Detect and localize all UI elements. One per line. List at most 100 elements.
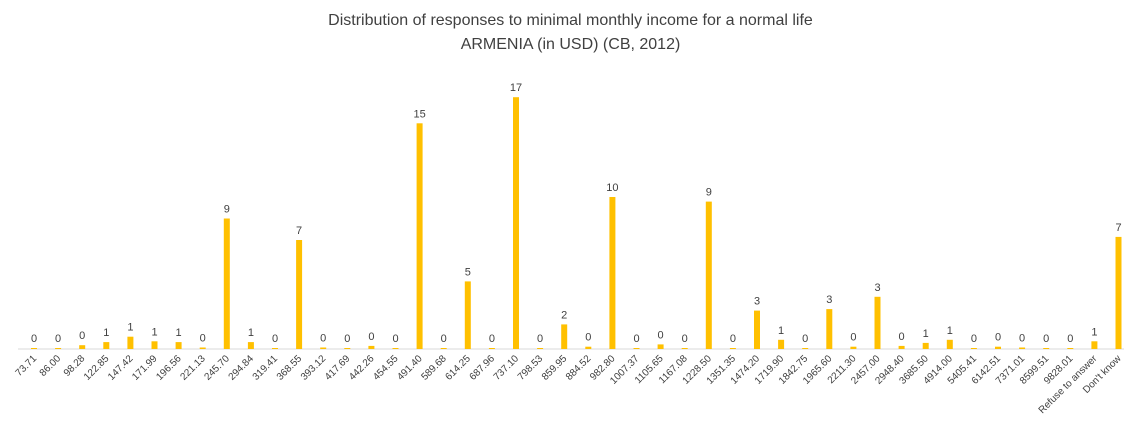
x-tick-label: 884.52 (564, 353, 594, 383)
data-label: 0 (658, 329, 664, 341)
data-label: 1 (947, 325, 953, 337)
data-label: 1 (778, 325, 784, 337)
x-tick-label: 196.56 (154, 353, 184, 383)
data-label: 7 (1115, 222, 1121, 234)
bar (79, 345, 86, 349)
x-tick-label: 294.84 (227, 353, 257, 383)
data-label: 0 (633, 333, 639, 345)
data-label: 17 (510, 82, 522, 94)
data-label: 0 (802, 333, 808, 345)
data-label: 0 (392, 333, 398, 345)
bar (199, 347, 206, 349)
bar (272, 348, 278, 349)
bar (1091, 341, 1098, 349)
x-tick-label: 417.69 (323, 353, 353, 383)
x-tick-label: 147.42 (106, 353, 136, 383)
data-label: 5 (465, 266, 471, 278)
chart-subtitle: ARMENIA (in USD) (CB, 2012) (460, 36, 681, 53)
bar (392, 348, 399, 349)
data-label: 1 (176, 327, 182, 339)
data-label: 0 (320, 333, 326, 345)
x-tick-label: 245.70 (203, 353, 233, 383)
data-label: 3 (826, 294, 832, 306)
x-tick-label: 737.10 (492, 353, 522, 383)
bar (1019, 347, 1026, 349)
data-label: 0 (585, 332, 591, 344)
bar (464, 281, 471, 349)
bar (513, 97, 519, 349)
bar (778, 339, 785, 349)
x-tick-label: 798.53 (516, 353, 546, 383)
data-label: 0 (272, 333, 278, 345)
data-label: 9 (224, 204, 230, 216)
bar (609, 197, 616, 349)
x-tick-label: 221.13 (178, 353, 208, 383)
data-label: 1 (248, 327, 254, 339)
x-tick-label: 368.55 (275, 353, 305, 383)
data-label: 0 (730, 333, 736, 345)
bar (296, 240, 303, 349)
bar (440, 348, 447, 349)
bar (488, 348, 495, 349)
bar (874, 296, 881, 349)
x-tick-label: 454.55 (371, 353, 401, 383)
data-label: 0 (441, 333, 447, 345)
bar (537, 348, 544, 349)
bar (320, 347, 327, 349)
bar (1067, 348, 1074, 349)
bar (31, 348, 37, 349)
data-label: 7 (296, 225, 302, 237)
bar (729, 348, 736, 349)
bar (898, 345, 905, 349)
data-label: 0 (1067, 333, 1073, 345)
x-tick-label: 393.12 (299, 353, 329, 383)
bar (754, 310, 760, 349)
bar (681, 348, 688, 349)
x-tick-label: 86.00 (38, 353, 64, 379)
bar (223, 218, 230, 349)
bar (561, 324, 568, 349)
bar (1115, 236, 1122, 349)
x-tick-label: 319.41 (251, 353, 281, 383)
data-label: 10 (606, 182, 618, 194)
data-label: 0 (489, 333, 495, 345)
bar (705, 201, 712, 349)
x-tick-label: 122.85 (82, 353, 112, 383)
bar (850, 346, 857, 349)
data-label: 0 (31, 333, 37, 345)
data-label: 0 (79, 330, 85, 342)
bar (247, 342, 254, 349)
bar (151, 341, 158, 349)
data-label: 0 (368, 331, 374, 343)
chart-title: Distribution of responses to minimal mon… (328, 12, 813, 29)
bar (802, 348, 809, 349)
bar (922, 342, 929, 349)
bar (344, 348, 351, 349)
bar (175, 342, 182, 349)
data-label: 2 (561, 309, 567, 321)
data-label: 3 (874, 282, 880, 294)
bar (127, 336, 134, 349)
data-label: 1 (127, 322, 133, 334)
data-label: 0 (55, 333, 61, 345)
x-tick-label: 442.26 (347, 353, 377, 383)
data-label: 3 (754, 296, 760, 308)
data-label: 0 (1043, 333, 1049, 345)
bar (970, 348, 977, 349)
data-label: 0 (200, 333, 206, 345)
data-label: 0 (899, 331, 905, 343)
data-label: 1 (923, 328, 929, 340)
data-label: 1 (151, 326, 157, 338)
data-label: 15 (413, 108, 425, 120)
bar (1043, 348, 1050, 349)
x-tick-label: 687.96 (468, 353, 498, 383)
data-label: 9 (706, 187, 712, 199)
bar (416, 123, 423, 349)
x-tick-label: 171.99 (130, 353, 160, 383)
bar (826, 309, 833, 349)
data-label: 0 (850, 332, 856, 344)
data-label: 0 (537, 333, 543, 345)
data-label: 0 (971, 333, 977, 345)
data-label: 0 (995, 332, 1001, 344)
